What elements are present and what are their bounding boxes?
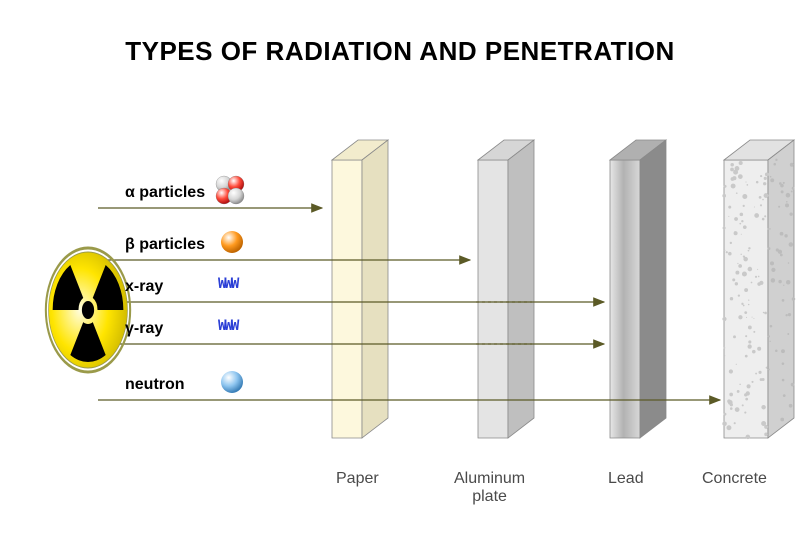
material-lead-side — [640, 140, 666, 438]
material-label-lead: Lead — [608, 470, 644, 488]
diagram-stage — [0, 0, 800, 554]
material-aluminum-side — [508, 140, 534, 438]
label-gamma: γ-ray — [125, 320, 163, 338]
beta-particle-icon — [221, 231, 243, 253]
material-label-concrete: Concrete — [702, 470, 767, 488]
radiation-source-icon — [46, 248, 130, 372]
neutron-particle-icon — [221, 371, 243, 393]
label-beta: β particles — [125, 236, 205, 254]
material-paper-front — [332, 160, 362, 438]
material-label-paper: Paper — [336, 470, 379, 488]
material-lead-front — [610, 160, 640, 438]
gamma-wave-icon: WWW — [218, 318, 237, 334]
xray-wave-icon: WWW — [218, 276, 237, 292]
label-xray: x-ray — [125, 278, 163, 296]
material-aluminum-front — [478, 160, 508, 438]
alpha-particle-icon — [216, 176, 244, 204]
label-alpha: α particles — [125, 184, 205, 202]
label-neutron: neutron — [125, 376, 185, 394]
material-paper-side — [362, 140, 388, 438]
material-label-aluminum: Aluminum plate — [454, 470, 525, 506]
